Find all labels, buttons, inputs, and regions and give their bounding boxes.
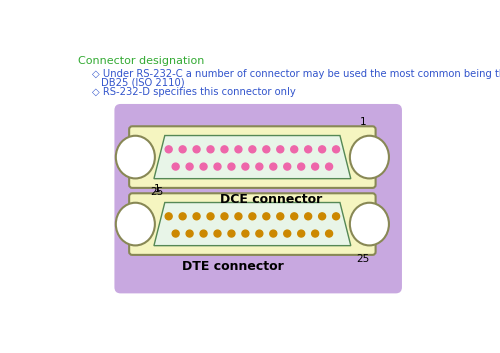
Text: Connector designation: Connector designation [78, 56, 204, 66]
Circle shape [270, 163, 277, 170]
Circle shape [304, 146, 312, 153]
Circle shape [228, 163, 235, 170]
Circle shape [214, 230, 221, 237]
Circle shape [186, 230, 193, 237]
Circle shape [221, 213, 228, 220]
Circle shape [242, 163, 249, 170]
Ellipse shape [350, 136, 389, 178]
Circle shape [193, 213, 200, 220]
Text: 25: 25 [150, 187, 164, 197]
Circle shape [165, 146, 172, 153]
Text: DTE connector: DTE connector [182, 259, 284, 273]
Circle shape [207, 146, 214, 153]
Circle shape [332, 146, 340, 153]
Circle shape [256, 163, 263, 170]
Circle shape [326, 163, 332, 170]
Circle shape [207, 213, 214, 220]
Circle shape [290, 146, 298, 153]
Circle shape [186, 163, 193, 170]
Circle shape [235, 146, 242, 153]
Circle shape [270, 230, 277, 237]
Circle shape [284, 163, 290, 170]
FancyBboxPatch shape [114, 104, 402, 293]
Circle shape [290, 213, 298, 220]
Text: ◇ Under RS-232-C a number of connector may be used the most common being the: ◇ Under RS-232-C a number of connector m… [92, 68, 500, 78]
Circle shape [277, 146, 284, 153]
Ellipse shape [350, 203, 389, 245]
Circle shape [228, 230, 235, 237]
Circle shape [318, 213, 326, 220]
Circle shape [298, 163, 304, 170]
Text: 1: 1 [154, 184, 160, 194]
Ellipse shape [116, 203, 155, 245]
Circle shape [312, 230, 318, 237]
Circle shape [318, 146, 326, 153]
Circle shape [304, 213, 312, 220]
Circle shape [284, 230, 290, 237]
Circle shape [332, 213, 340, 220]
FancyBboxPatch shape [129, 126, 376, 188]
Text: 1: 1 [360, 117, 366, 127]
Circle shape [235, 213, 242, 220]
Text: DCE connector: DCE connector [220, 192, 322, 205]
Circle shape [249, 213, 256, 220]
Polygon shape [154, 136, 351, 179]
Polygon shape [154, 203, 351, 246]
Circle shape [312, 163, 318, 170]
Circle shape [326, 230, 332, 237]
Circle shape [200, 230, 207, 237]
Circle shape [214, 163, 221, 170]
Circle shape [172, 230, 179, 237]
Circle shape [298, 230, 304, 237]
Circle shape [172, 163, 179, 170]
Circle shape [179, 213, 186, 220]
Text: DB25 (ISO 2110): DB25 (ISO 2110) [101, 78, 185, 88]
FancyBboxPatch shape [129, 193, 376, 255]
Text: 25: 25 [356, 254, 370, 264]
Circle shape [221, 146, 228, 153]
Circle shape [242, 230, 249, 237]
Text: ◇ RS-232-D specifies this connector only: ◇ RS-232-D specifies this connector only [92, 87, 296, 97]
Circle shape [263, 146, 270, 153]
Circle shape [263, 213, 270, 220]
Circle shape [256, 230, 263, 237]
Circle shape [200, 163, 207, 170]
Circle shape [193, 146, 200, 153]
Circle shape [249, 146, 256, 153]
Circle shape [165, 213, 172, 220]
Circle shape [179, 146, 186, 153]
Ellipse shape [116, 136, 155, 178]
Circle shape [277, 213, 284, 220]
